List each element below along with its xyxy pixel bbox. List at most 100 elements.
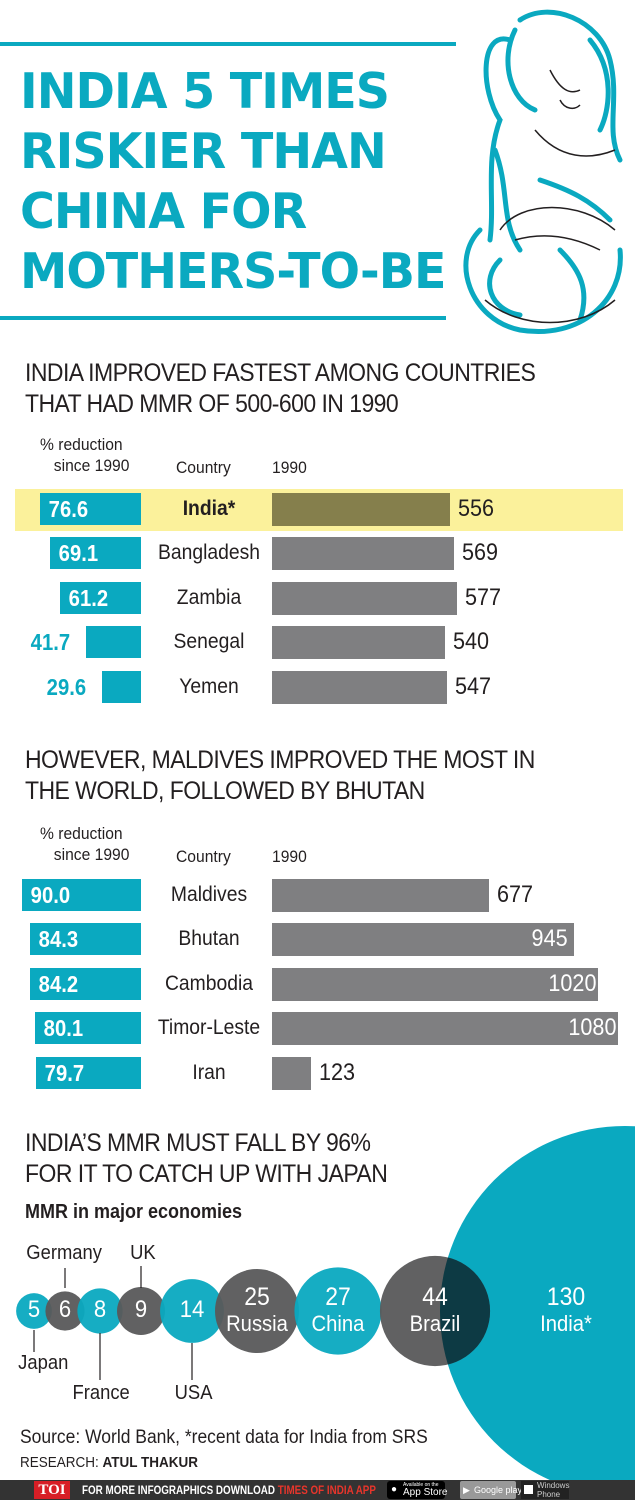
mmr-1990-label: 556 [457,495,494,522]
bubble-value: 9 [134,1296,148,1323]
toi-logo: TOI [34,1481,70,1499]
pct-reduction-label: 61.2 [68,585,109,611]
country-label: Bangladesh [157,541,261,564]
country-label: Iran [192,1061,226,1084]
mmr-1990-bar [272,1057,312,1090]
footer-app-link[interactable]: TIMES OF INDIA APP [277,1483,376,1497]
table-row: 61.2 Zambia 577 [0,581,635,615]
pct-reduction-bar [35,1012,141,1044]
table-row: 84.2 Cambodia 1020 [0,967,635,1001]
col-pct-line: since 1990 [53,845,130,864]
pct-reduction-bar [39,493,141,525]
mmr-1990-label: 540 [452,628,489,655]
pct-reduction-bar [101,671,141,703]
bubble-value: 44 [422,1283,448,1311]
pct-reduction-bar [29,923,141,955]
play-icon: ▶ [463,1485,470,1495]
heading-line: INDIA’S MMR MUST FALL BY 96% [25,1129,371,1157]
heading-line: INDIA IMPROVED FASTEST AMONG COUNTRIES [25,359,536,387]
pct-reduction-label: 79.7 [44,1060,84,1086]
app-store-small-label: Available on the [403,1482,439,1488]
mmr-1990-label: 945 [531,925,568,952]
source-note: Source: World Bank, *recent data for Ind… [20,1427,428,1448]
mmr-1990-label: 123 [319,1059,356,1086]
google-play-button[interactable]: ▶ Google play [460,1481,522,1499]
bubble-china [294,1267,382,1355]
page-title: INDIA 5 TIMES RISKIER THAN CHINA FOR MOT… [20,62,446,302]
table-row: 84.3 Bhutan 945 [0,922,635,956]
bubble-uk [117,1287,165,1335]
bubble-value: 6 [58,1296,72,1323]
title-line: CHINA FOR [20,183,307,240]
bubble-germany [45,1291,85,1331]
pct-reduction-label: 80.1 [43,1015,84,1041]
windows-label: Windows Phone [537,1481,570,1499]
pct-reduction-bar [60,582,141,614]
table-row: 41.7 Senegal 540 [0,625,635,659]
country-label: Maldives [170,883,248,906]
mmr-1990-bar [272,1012,618,1045]
bubble-japan [16,1293,52,1329]
mmr-1990-bar [272,537,455,570]
bubble-country-label: Germany [26,1242,102,1264]
title-line: RISKIER THAN [20,123,387,180]
heading-line: FOR IT TO CATCH UP WITH JAPAN [25,1160,388,1188]
col-pct-line: since 1990 [53,456,130,475]
bubble-usa [160,1279,224,1343]
mmr-1990-bar [272,879,489,912]
pct-reduction-bar [35,1057,141,1089]
pct-reduction-bar [49,537,141,569]
mmr-1990-label: 677 [496,881,533,908]
pct-reduction-label: 76.6 [48,496,88,522]
country-label: India* [182,497,236,520]
pct-reduction-bar [29,968,141,1000]
apple-icon: ● [391,1484,398,1495]
heading-line: THE WORLD, FOLLOWED BY BHUTAN [25,777,425,805]
pct-reduction-label: 41.7 [30,629,71,655]
table-row: 90.0 Maldives 677 [0,878,635,912]
bubble-country-label: China [311,1311,365,1336]
mmr-1990-label: 569 [462,539,499,566]
footer-text: FOR MORE INFOGRAPHICS DOWNLOAD TIMES OF … [82,1482,376,1498]
table-row: 69.1 Bangladesh 569 [0,536,635,570]
bubble-value: 14 [179,1296,205,1323]
pct-reduction-label: 29.6 [46,674,87,700]
heading-line: THAT HAD MMR OF 500-600 IN 1990 [25,390,399,418]
title-line: INDIA 5 TIMES [20,63,390,120]
app-store-button[interactable]: ● Available on the App Store [387,1481,448,1499]
bubble-country-label: Brazil [409,1311,461,1336]
col-pct-header: % reduction since 1990 [40,434,129,476]
pct-reduction-bar [85,626,141,658]
country-label: Cambodia [164,972,254,995]
mmr-1990-bar [272,493,450,526]
mmr-1990-bar [272,968,599,1001]
col-country-header: Country [176,847,231,866]
bubble-country-label: Russia [226,1311,288,1336]
table-row: 79.7 Iran 123 [0,1056,635,1090]
bottom-rule [0,316,446,320]
pct-reduction-label: 69.1 [58,540,98,566]
bubble-value: 8 [93,1296,107,1323]
table-row: 76.6 India* 556 [0,492,635,526]
bubble-subtitle: MMR in major economies [25,1201,243,1223]
footer-bar: TOI FOR MORE INFOGRAPHICS DOWNLOAD TIMES… [0,1480,635,1500]
bubble-country-label: USA [174,1382,213,1404]
mmr-1990-label: 1020 [548,970,597,997]
col-pct-line: % reduction [40,824,123,843]
windows-phone-button[interactable]: Windows Phone [521,1481,569,1499]
app-store-label: App Store [403,1487,448,1498]
bubble-value: 5 [27,1296,41,1323]
bubble-value: 130 [546,1283,586,1311]
mmr-1990-bar [272,626,445,659]
title-line: MOTHERS-TO-BE [20,243,446,300]
country-label: Timor-Leste [157,1016,261,1039]
windows-icon [524,1485,533,1494]
country-label: Yemen [179,675,239,698]
top-rule [0,42,456,46]
bubble-india [440,1126,635,1480]
bubble-russia [215,1269,299,1353]
pct-reduction-label: 90.0 [30,882,71,908]
mmr-1990-bar [272,671,448,704]
google-play-label: Google play [474,1485,523,1495]
